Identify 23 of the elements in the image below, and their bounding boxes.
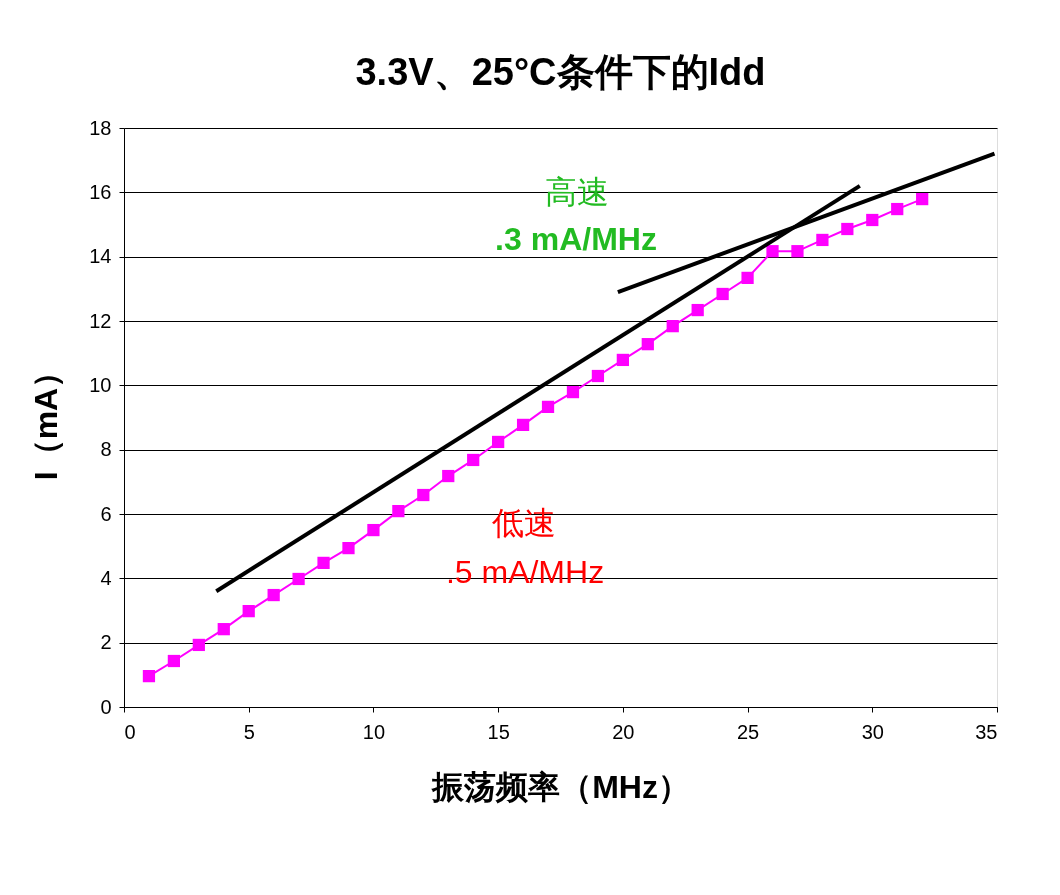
x-tick-label: 25	[736, 720, 760, 743]
x-tick-label: 35	[975, 720, 998, 743]
x-axis-title: 振荡频率（MHz）	[431, 768, 690, 805]
y-tick-label: 0	[100, 695, 112, 718]
x-tick-label: 15	[487, 720, 510, 743]
x-tick-label: 5	[243, 720, 255, 743]
y-axis-title: I（mA）	[28, 355, 65, 481]
x-tick-label: 10	[362, 720, 386, 743]
y-tick-label: 4	[100, 566, 112, 589]
x-tick-label: 20	[612, 720, 635, 743]
y-tick-label: 10	[89, 373, 112, 396]
y-tick-label: 12	[89, 309, 112, 332]
annotation: .3 mA/MHz	[495, 221, 657, 257]
x-tick-label: 0	[124, 720, 136, 743]
y-tick-label: 2	[100, 631, 112, 654]
y-tick-label: 8	[100, 438, 112, 461]
x-tick-label: 30	[861, 720, 884, 743]
y-tick-label: 16	[89, 180, 112, 203]
annotation: 低速	[492, 505, 556, 541]
y-tick-label: 14	[89, 245, 112, 268]
chart-title: 3.3V、25°C条件下的Idd	[355, 51, 766, 93]
y-tick-label: 18	[89, 116, 112, 139]
y-tick-label: 6	[100, 502, 112, 525]
